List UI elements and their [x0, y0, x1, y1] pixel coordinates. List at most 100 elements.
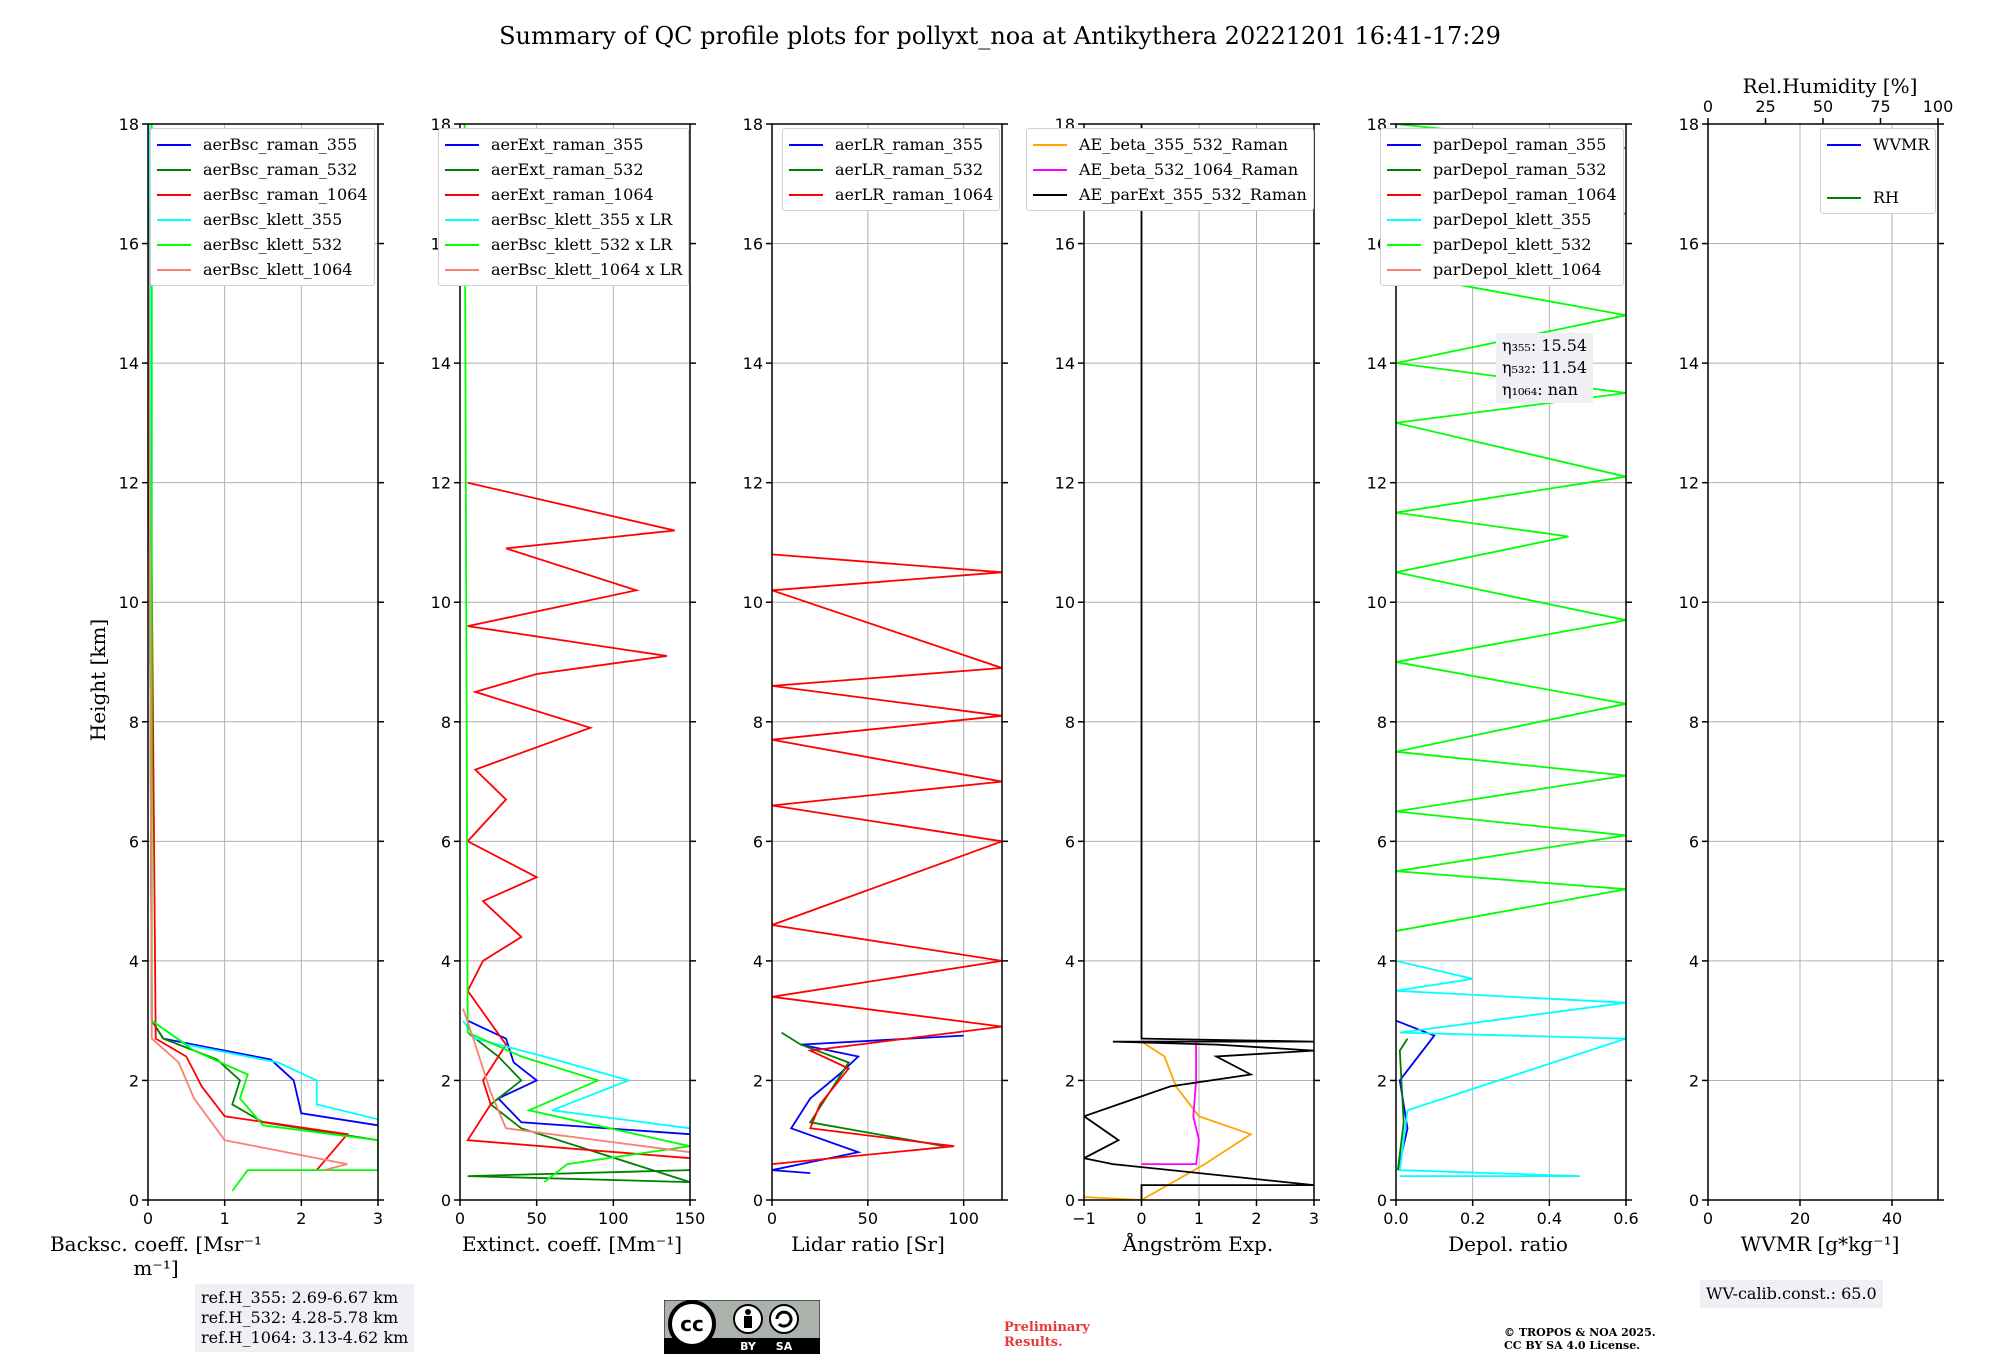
xlabel-wvmr: WVMR [g*kg⁻¹]	[1740, 1232, 1900, 1256]
series-aerBsc_klett_532	[150, 124, 378, 1192]
xlabel-angstrom: Ångström Exp.	[1122, 1232, 1274, 1256]
legend-entry: parDepol_raman_355	[1387, 132, 1617, 157]
ref-height-1064: ref.H_1064: 3.13-4.62 km	[201, 1328, 409, 1347]
legend-swatch	[445, 218, 479, 221]
figure-title: Summary of QC profile plots for pollyxt_…	[499, 22, 1501, 50]
legend-swatch	[1387, 168, 1421, 171]
ytick-label: 14	[1679, 354, 1699, 373]
ytick-label: 6	[441, 832, 451, 851]
legend-swatch	[157, 243, 191, 246]
ytick-label: 10	[431, 593, 451, 612]
axes-frame	[1395, 123, 1627, 1201]
xlabel-backscatter: Backsc. coeff. [Msr⁻¹ m⁻¹]	[49, 1232, 263, 1280]
ytick-label: 0	[753, 1191, 763, 1210]
ytick-label: 0	[1377, 1191, 1387, 1210]
xtick-label: 0.6	[1613, 1209, 1638, 1228]
legend-entry: AE_beta_355_532_Raman	[1033, 132, 1307, 157]
ref-height-532: ref.H_532: 4.28-5.78 km	[201, 1308, 399, 1327]
legend-label: aerExt_raman_355	[491, 135, 644, 154]
ytick-label: 4	[753, 952, 763, 971]
xtick-label: 150	[675, 1209, 706, 1228]
legend-label: parDepol_klett_355	[1433, 210, 1592, 229]
ytick-label: 2	[441, 1071, 451, 1090]
legend-entry: parDepol_klett_532	[1387, 232, 1617, 257]
rh-axis-label: Rel.Humidity [%]	[1742, 74, 1918, 98]
legend-panel-1: aerExt_raman_355 aerExt_raman_532 aerExt_r…	[438, 128, 690, 286]
ytick-label: 2	[1377, 1071, 1387, 1090]
ytick-label: 12	[743, 474, 763, 493]
copyright-line-2: CC BY SA 4.0 License.	[1504, 1339, 1641, 1352]
ytick-label: 6	[1065, 832, 1075, 851]
legend-swatch	[1387, 193, 1421, 196]
xlabel-lidar-ratio: Lidar ratio [Sr]	[791, 1232, 945, 1256]
ytick-label: 2	[1689, 1071, 1699, 1090]
ytick-label: 16	[743, 235, 763, 254]
legend-entry: aerExt_raman_1064	[445, 182, 682, 207]
legend-swatch	[445, 168, 479, 171]
series-aerExt_raman_532	[467, 1031, 690, 1183]
ytick-label: 18	[119, 115, 139, 134]
legend-entry: aerBsc_klett_355	[157, 207, 368, 232]
ytick-label: 4	[1065, 952, 1075, 971]
ytick-label: 12	[1679, 474, 1699, 493]
top-xtick-label: 50	[1813, 97, 1833, 116]
legend-label: aerBsc_raman_1064	[203, 185, 368, 204]
ytick-label: 0	[129, 1191, 139, 1210]
panel-1: 024681012141618050100150	[431, 115, 706, 1228]
series-AE_parExt_355_532_Raman	[1084, 124, 1314, 1200]
ref-height-box: ref.H_355: 2.69-6.67 km ref.H_532: 4.28-…	[195, 1284, 415, 1352]
legend-entry: parDepol_raman_532	[1387, 157, 1617, 182]
legend-label: aerLR_raman_1064	[835, 185, 994, 204]
ytick-label: 8	[129, 713, 139, 732]
legend-swatch	[1387, 143, 1421, 146]
legend-label: aerBsc_klett_1064	[203, 260, 353, 279]
series-aerExt_raman_355	[467, 1019, 690, 1136]
xtick-label: 2	[296, 1209, 306, 1228]
ytick-label: 10	[743, 593, 763, 612]
series-aerBsc_klett_532 x LR	[463, 124, 690, 1183]
legend-label: aerBsc_raman_355	[203, 135, 358, 154]
xtick-label: 50	[858, 1209, 878, 1228]
eta-box: η₃₅₅: 15.54 η₅₃₂: 11.54 η₁₀₆₄: nan	[1496, 333, 1594, 403]
legend-label: aerBsc_klett_355 x LR	[491, 210, 673, 229]
xtick-label: −1	[1072, 1209, 1096, 1228]
axes-frame	[1707, 123, 1939, 1201]
legend-label: AE_beta_355_532_Raman	[1079, 135, 1288, 154]
legend-label: aerExt_raman_1064	[491, 185, 654, 204]
panel-2: 0 2 4 6 8 10 12 14 16 18 0 50 100	[743, 115, 1008, 1228]
xlabel-extinction: Extinct. coeff. [Mm⁻¹]	[461, 1232, 683, 1256]
xtick-label: 50	[526, 1209, 546, 1228]
ytick-label: 12	[1367, 474, 1387, 493]
xtick-label: 0.4	[1537, 1209, 1562, 1228]
copyright-note: © TROPOS & NOA 2025. CC BY SA 4.0 Licens…	[1504, 1326, 1656, 1352]
wv-calib-text: WV-calib.const.: 65.0	[1706, 1284, 1877, 1303]
series-aerExt_raman_1064	[466, 481, 690, 1160]
legend-label: aerBsc_klett_355	[203, 210, 343, 229]
ytick-label: 6	[753, 832, 763, 851]
xtick-label: 0	[767, 1209, 777, 1228]
axes-frame	[147, 123, 379, 1201]
legend-label: AE_parExt_355_532_Raman	[1079, 185, 1307, 204]
xtick-label: 40	[1882, 1209, 1902, 1228]
legend-swatch	[1387, 268, 1421, 271]
ytick-label: 12	[119, 474, 139, 493]
legend-swatch	[445, 143, 479, 146]
axes-frame	[459, 123, 691, 1201]
legend-swatch	[157, 143, 191, 146]
legend-entry: aerBsc_klett_355 x LR	[445, 207, 682, 232]
xtick-label: 100	[948, 1209, 979, 1228]
legend-entry: aerBsc_klett_532	[157, 232, 368, 257]
legend-swatch	[1387, 243, 1421, 246]
legend-entry: aerBsc_raman_532	[157, 157, 368, 182]
legend-label: aerBsc_klett_532	[203, 235, 343, 254]
ytick-label: 12	[431, 474, 451, 493]
ytick-label: 2	[753, 1071, 763, 1090]
xtick-label: 0	[455, 1209, 465, 1228]
ytick-label: 6	[1377, 832, 1387, 851]
legend-swatch	[1827, 196, 1861, 199]
legend-entry: WVMR	[1827, 132, 1929, 157]
ytick-label: 4	[1377, 952, 1387, 971]
ytick-label: 18	[743, 115, 763, 134]
ytick-label: 8	[1377, 713, 1387, 732]
